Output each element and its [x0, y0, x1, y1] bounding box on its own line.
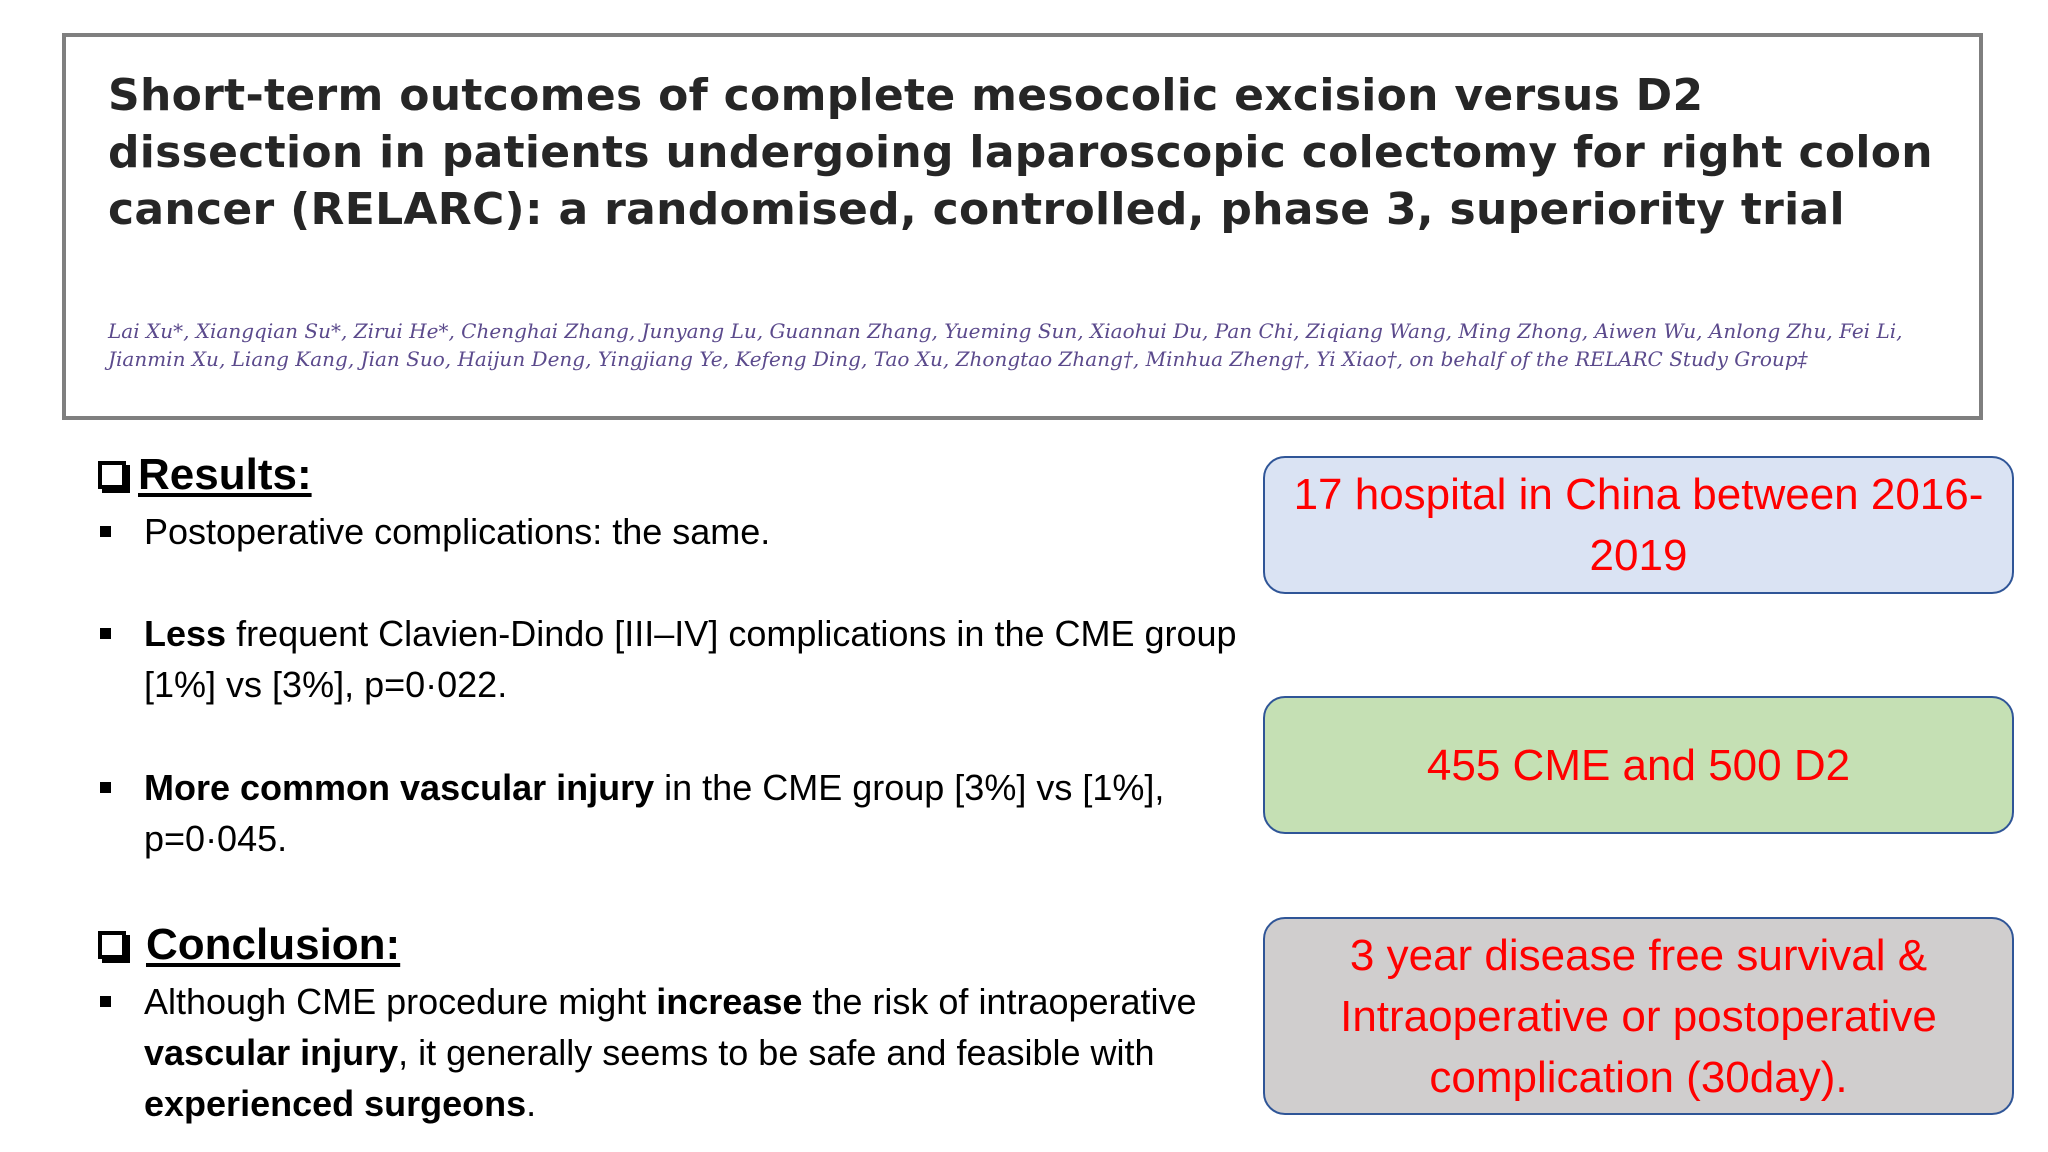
results-heading: Results:	[98, 450, 312, 500]
groups-text: 455 CME and 500 D2	[1426, 740, 1851, 790]
checkbox-icon	[98, 931, 126, 959]
results-heading-text: Results:	[138, 450, 312, 499]
conclusion-heading: Conclusion:	[98, 920, 400, 970]
hospitals-info-box: 17 hospital in China between 2016- 2019	[1263, 456, 2014, 594]
paper-header: Short-term outcomes of complete mesocoli…	[62, 33, 1983, 420]
groups-info-box: 455 CME and 500 D2	[1263, 696, 2014, 834]
conclusion-heading-text: Conclusion:	[146, 920, 401, 969]
bullet-icon	[100, 628, 111, 639]
paper-authors: Lai Xu*, Xiangqian Su*, Zirui He*, Cheng…	[108, 319, 1903, 371]
outcomes-info-box: 3 year disease free survival & Intraoper…	[1263, 917, 2014, 1115]
bullet-icon	[100, 526, 111, 537]
hospitals-text: 17 hospital in China between 2016- 2019	[1293, 470, 1984, 580]
checkbox-icon	[98, 461, 126, 489]
conclusion-bullet: Although CME procedure might increase th…	[98, 976, 1208, 1129]
outcomes-text: 3 year disease free survival & Intraoper…	[1340, 930, 1937, 1102]
results-bullet-1: Postoperative complications: the same.	[98, 506, 1238, 557]
results-bullet-2: Less frequent Clavien-Dindo [III–IV] com…	[98, 608, 1238, 710]
bullet-icon	[100, 996, 111, 1007]
bullet-icon	[100, 782, 111, 793]
paper-title: Short-term outcomes of complete mesocoli…	[108, 70, 1933, 235]
results-bullet-3: More common vascular injury in the CME g…	[98, 762, 1238, 864]
